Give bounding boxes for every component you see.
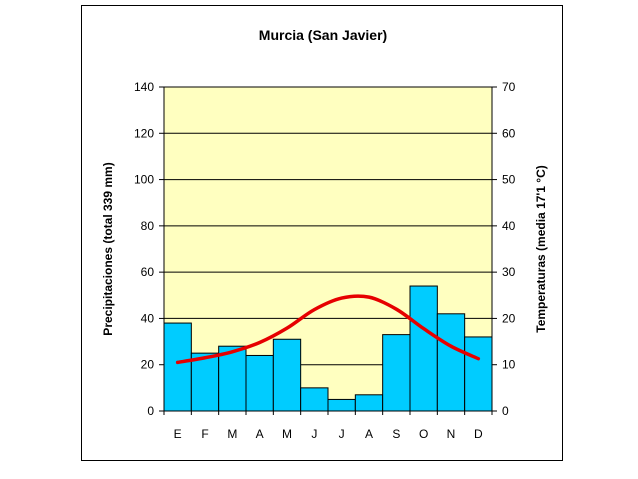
x-tick-label: A — [256, 427, 264, 441]
x-tick-label: S — [392, 427, 400, 441]
chart-frame: Murcia (San Javier) 0 20 40 60 80 100 120 140 0 1… — [81, 5, 563, 461]
right-tick-label: 30 — [502, 265, 516, 279]
x-tick-label: O — [419, 427, 428, 441]
left-tick-label: 120 — [134, 126, 154, 140]
left-tick-label: 20 — [141, 358, 155, 372]
right-tick-label: 10 — [502, 358, 516, 372]
left-axis-label: Precipitaciones (total 339 mm) — [101, 162, 115, 335]
x-tick-label: E — [174, 427, 182, 441]
x-tick-label: N — [447, 427, 456, 441]
left-tick-label: 0 — [147, 404, 154, 418]
left-tick-label: 40 — [141, 311, 155, 325]
precip-bar — [163, 322, 192, 412]
precip-bar — [327, 398, 356, 412]
left-tick-label: 100 — [134, 173, 154, 187]
right-tick-label: 40 — [502, 219, 516, 233]
precip-bar — [354, 394, 384, 412]
x-tick-label: A — [365, 427, 373, 441]
left-tick-label: 140 — [134, 80, 154, 94]
precip-bar — [245, 354, 274, 412]
chart-title: Murcia (San Javier) — [259, 27, 387, 43]
temperature-line — [175, 294, 481, 365]
precip-bar — [464, 336, 493, 412]
right-tick-label: 20 — [502, 311, 516, 325]
right-tick-label: 50 — [502, 173, 516, 187]
right-tick-label: 60 — [502, 126, 516, 140]
x-tick-label: J — [311, 427, 317, 441]
left-tick-label: 80 — [141, 219, 155, 233]
x-tick-label: M — [282, 427, 292, 441]
precip-bar — [218, 345, 247, 412]
precip-bar — [300, 387, 329, 412]
right-tick-label: 0 — [502, 404, 509, 418]
right-axis-label: Temperaturas (media 17'1 °C) — [534, 165, 548, 333]
precip-bar — [436, 313, 466, 412]
x-tick-label: D — [474, 427, 483, 441]
left-tick-label: 60 — [141, 265, 155, 279]
precip-bar — [382, 334, 411, 412]
x-tick-label: M — [227, 427, 237, 441]
x-tick-label: J — [339, 427, 345, 441]
plot-area: 0 20 40 60 80 100 120 140 0 10 20 30 40 50 60 70 E F M A M J J… — [101, 80, 548, 441]
climate-chart: Murcia (San Javier) 0 20 40 60 80 100 120 140 0 1… — [101, 27, 548, 441]
precip-bar — [409, 285, 438, 412]
right-tick-label: 70 — [502, 80, 516, 94]
precip-bar — [190, 352, 220, 412]
x-tick-label: F — [201, 427, 208, 441]
precip-bar — [272, 338, 302, 412]
